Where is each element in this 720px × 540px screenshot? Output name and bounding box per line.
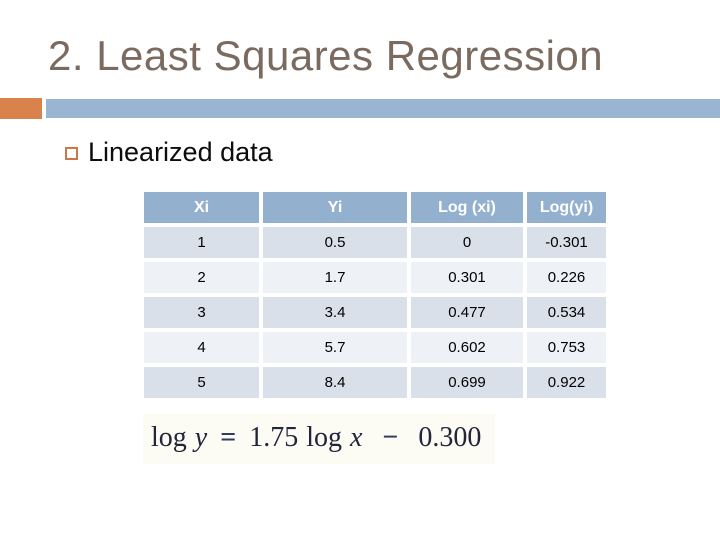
table-cell: 0.477: [411, 297, 523, 328]
bullet-label: Linearized data: [88, 137, 273, 167]
bullet-square-icon: [65, 147, 78, 160]
table-cell: 1.7: [263, 262, 407, 293]
accent-orange-block: [0, 98, 42, 119]
formula-intercept: 0.300: [418, 422, 482, 453]
table-cell: 0.602: [411, 332, 523, 363]
formula-equals-sign: =: [220, 422, 237, 453]
table-cell: 5: [144, 367, 259, 398]
table-cell: 1: [144, 227, 259, 258]
table-cell: 0.534: [527, 297, 606, 328]
table-cell: 0.699: [411, 367, 523, 398]
table-cell: 3: [144, 297, 259, 328]
table-header-cell-logyi: Log(yi): [527, 192, 606, 223]
table-cell: 0: [411, 227, 523, 258]
table-cell: 8.4: [263, 367, 407, 398]
table-cell: 2: [144, 262, 259, 293]
table-cell: 3.4: [263, 297, 407, 328]
table-header-cell-logxi: Log (xi): [411, 192, 523, 223]
formula-coefficient: 1.75: [249, 422, 299, 453]
table-cell: 0.753: [527, 332, 606, 363]
table-cell: 4: [144, 332, 259, 363]
table-cell: 5.7: [263, 332, 407, 363]
table-cell: 0.5: [263, 227, 407, 258]
accent-divider-bar: [0, 98, 720, 119]
regression-formula: log y = 1.75 log x −0.300: [143, 414, 496, 464]
table-cell: -0.301: [527, 227, 606, 258]
table-cell: 0.922: [527, 367, 606, 398]
table-header-cell-xi: Xi: [144, 192, 259, 223]
bullet-line: Linearized data: [65, 137, 273, 167]
table-cell: 0.301: [411, 262, 523, 293]
formula-y-variable: y: [194, 422, 208, 453]
table-header-cell-yi: Yi: [263, 192, 407, 223]
formula-log-x-operator: log: [306, 422, 342, 453]
formula-minus-sign: −: [382, 422, 399, 453]
table-cell: 0.226: [527, 262, 606, 293]
formula-log-y-operator: log: [151, 422, 187, 453]
accent-blue-bar: [46, 99, 720, 118]
formula-x-variable: x: [349, 422, 363, 453]
slide-title: 2. Least Squares Regression: [48, 32, 604, 79]
linearized-data-table: Xi Yi Log (xi) Log(yi) 1 0.5 0 -0.301 2 …: [144, 192, 606, 398]
